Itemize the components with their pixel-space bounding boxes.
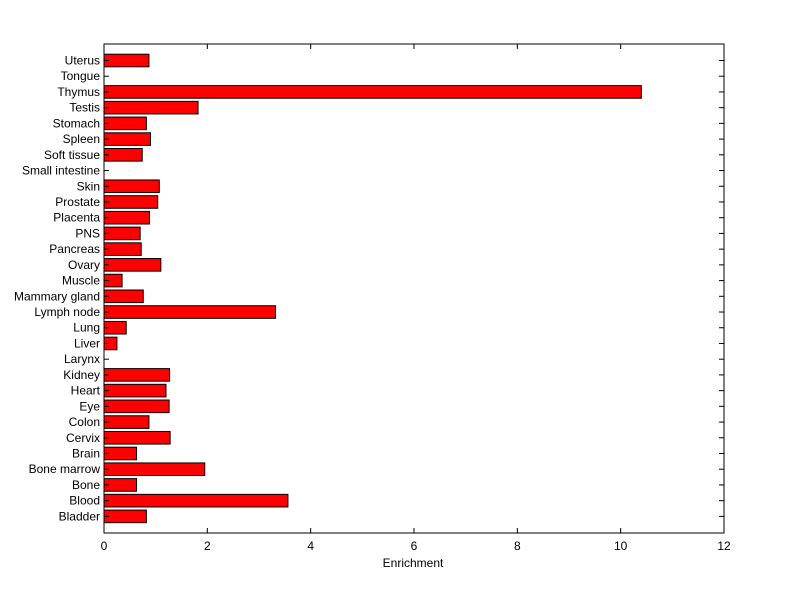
x-tick-label-0: 0 [101,539,108,553]
y-tick-label-small-intestine: Small intestine [22,164,100,178]
bar-kidney [103,368,171,382]
y-tick-label-bone: Bone [72,478,100,492]
bar-lymph-node [103,305,277,319]
y-tick-label-muscle: Muscle [62,274,100,288]
y-tick-label-skin: Skin [77,179,100,193]
y-tick-label-stomach: Stomach [53,116,100,130]
y-tick-label-soft-tissue: Soft tissue [44,148,100,162]
bar-prostate [103,195,159,209]
y-tick-label-bone-marrow: Bone marrow [29,462,101,476]
y-tick-label-larynx: Larynx [64,352,100,366]
y-tick-label-placenta: Placenta [53,211,100,225]
bar-bone-marrow [103,462,206,477]
x-axis: 0 2 4 6 8 10 12 [101,44,731,553]
y-tick-label-cervix: Cervix [66,431,100,445]
bar-mammary-gland [103,289,144,304]
x-tick-label-4: 4 [307,539,314,553]
bar-placenta [103,210,150,225]
y-tick-label-lymph-node: Lymph node [34,305,100,319]
y-tick-label-pancreas: Pancreas [49,242,100,256]
y-tick-label-brain: Brain [72,447,100,461]
y-tick-label-liver: Liver [74,336,100,350]
bar-soft-tissue [103,148,143,162]
bar-uterus [103,53,150,68]
x-tick-label-12: 12 [717,539,731,553]
bar-pns [103,226,141,241]
x-tick-label-6: 6 [411,539,418,553]
y-tick-label-thymus: Thymus [57,85,100,99]
y-tick-label-spleen: Spleen [63,132,100,146]
bar-pancreas [103,242,142,256]
y-tick-label-blood: Blood [69,494,100,508]
y-tick-label-tongue: Tongue [61,69,101,83]
bar-testis [103,100,199,115]
bar-cervix [103,430,171,445]
bar-thymus [103,85,642,99]
bar-skin [103,179,160,194]
y-tick-label-prostate: Prostate [55,195,100,209]
y-tick-label-mammary-gland: Mammary gland [14,289,100,303]
bar-spleen [103,132,151,146]
bar-heart [103,383,167,398]
x-tick-label-10: 10 [614,539,628,553]
plot-area [103,43,725,534]
y-tick-label-lung: Lung [73,321,100,335]
bar-colon [103,415,150,429]
y-tick-label-colon: Colon [69,415,100,429]
bar-stomach [103,116,147,131]
y-tick-label-kidney: Kidney [63,368,100,382]
x-axis-label: Enrichment [383,556,444,570]
y-tick-label-eye: Eye [79,399,100,413]
bar-ovary [103,258,162,272]
x-tick-label-8: 8 [514,539,521,553]
y-tick-label-heart: Heart [71,384,101,398]
y-tick-label-bladder: Bladder [59,509,100,523]
y-tick-label-testis: Testis [69,101,100,115]
y-tick-label-pns: PNS [75,226,100,240]
bar-blood [103,493,289,508]
bar-bladder [103,509,147,524]
y-tick-label-ovary: Ovary [68,258,100,272]
y-tick-label-uterus: Uterus [65,54,100,68]
x-tick-label-2: 2 [204,539,211,553]
bar-eye [103,399,170,414]
